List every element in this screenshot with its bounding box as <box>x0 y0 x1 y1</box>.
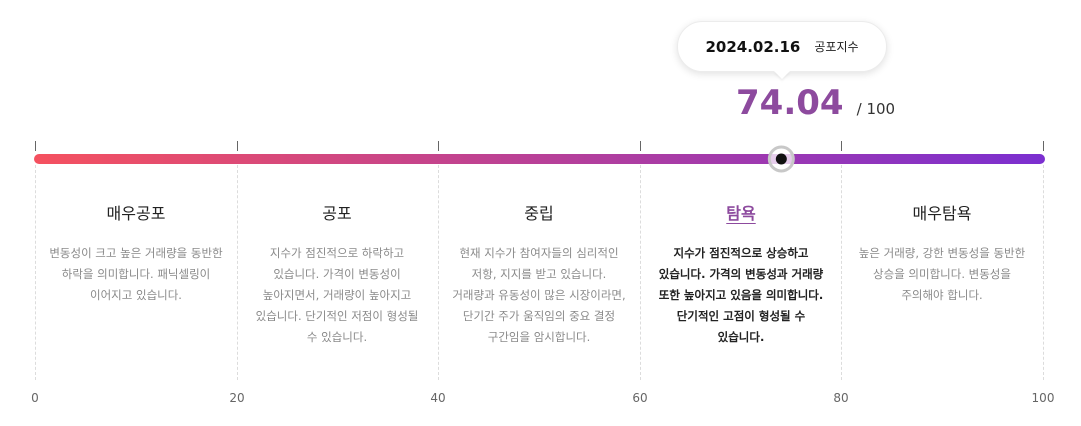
tick-label: 20 <box>229 391 245 405</box>
zone-divider <box>237 165 238 380</box>
zone-title: 탐욕 <box>726 204 756 223</box>
tick-mark <box>35 141 36 151</box>
zone-title: 매우탐욕 <box>912 204 972 223</box>
index-value: 74.04 <box>736 83 844 123</box>
index-max: / 100 <box>856 100 896 118</box>
date-tooltip: 2024.02.16 공포지수 <box>677 21 887 72</box>
tick-mark <box>1043 141 1044 151</box>
zone-description: 지수가 점진적으로 하락하고 있습니다. 가격이 변동성이 높아지면서, 거래량… <box>255 246 419 344</box>
tooltip-date: 2024.02.16 <box>705 37 801 56</box>
gauge-bar <box>34 154 1045 164</box>
tick-label: 40 <box>430 391 446 405</box>
value-readout: 74.04 / 100 <box>736 83 895 129</box>
tooltip-index-name: 공포지수 <box>814 40 859 54</box>
tick-mark <box>438 141 439 151</box>
tick-label: 100 <box>1031 391 1055 405</box>
zone-divider <box>841 165 842 380</box>
tick-mark <box>237 141 238 151</box>
zone-divider <box>1043 165 1044 380</box>
tick-mark <box>640 141 641 151</box>
zone-divider <box>35 165 36 380</box>
zone-description: 현재 지수가 참여자들의 심리적인 저항, 지지를 받고 있습니다. 거래량과 … <box>452 246 626 344</box>
zone-description: 높은 거래량, 강한 변동성을 동반한 상승을 의미합니다. 변동성을 주의해야… <box>858 246 1026 302</box>
zone-title: 중립 <box>524 204 554 223</box>
tick-label: 80 <box>833 391 849 405</box>
value-marker <box>775 153 787 165</box>
tick-mark <box>841 141 842 151</box>
zone-divider <box>640 165 641 380</box>
zone-description: 지수가 점진적으로 상승하고 있습니다. 가격의 변동성과 거래량 또한 높아지… <box>658 246 824 344</box>
tick-label: 0 <box>31 391 39 405</box>
zone-title: 매우공포 <box>106 204 166 223</box>
zone-title: 공포 <box>322 204 352 223</box>
tick-label: 60 <box>632 391 648 405</box>
zone-divider <box>438 165 439 380</box>
zone-description: 변동성이 크고 높은 거래량을 동반한 하락을 의미합니다. 패닉셀링이 이어지… <box>49 246 223 302</box>
